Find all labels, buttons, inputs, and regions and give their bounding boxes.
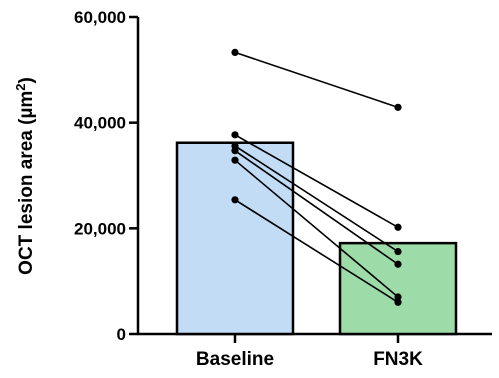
paired-line: [234, 199, 399, 303]
paired-line: [234, 51, 399, 109]
point-baseline: [231, 156, 239, 164]
category-labels: Baseline FN3K: [196, 349, 423, 370]
point-baseline: [231, 196, 239, 204]
point-baseline: [231, 147, 239, 155]
x-tick-label-baseline: Baseline: [196, 349, 274, 370]
point-fn3k: [394, 103, 402, 111]
point-baseline: [231, 48, 239, 56]
point-fn3k: [394, 260, 402, 268]
y-tick-label: 20,000: [74, 219, 126, 238]
x-axis: [137, 332, 492, 343]
point-fn3k: [394, 247, 402, 256]
point-fn3k: [394, 298, 402, 306]
y-tick-label: 60,000: [74, 8, 126, 27]
paired-line: [234, 150, 399, 265]
paired-line: [234, 145, 399, 253]
data-points: [231, 48, 402, 306]
bars: [175, 141, 458, 336]
y-tick-label: 40,000: [74, 114, 126, 133]
y-axis: 0 20,000 40,000 60,000: [74, 8, 140, 344]
paired-lines: [234, 51, 399, 303]
point-fn3k: [394, 293, 402, 301]
bar-baseline: [175, 141, 295, 336]
point-baseline: [231, 131, 239, 139]
paired-line: [234, 134, 399, 228]
paired-line: [234, 159, 399, 298]
y-tick-label: 0: [117, 325, 126, 344]
x-tick-label-fn3k: FN3K: [373, 349, 423, 370]
bar-fn3k: [338, 241, 458, 336]
y-axis-title: OCT lesion area (µm2): [13, 77, 37, 275]
point-fn3k: [394, 223, 402, 231]
